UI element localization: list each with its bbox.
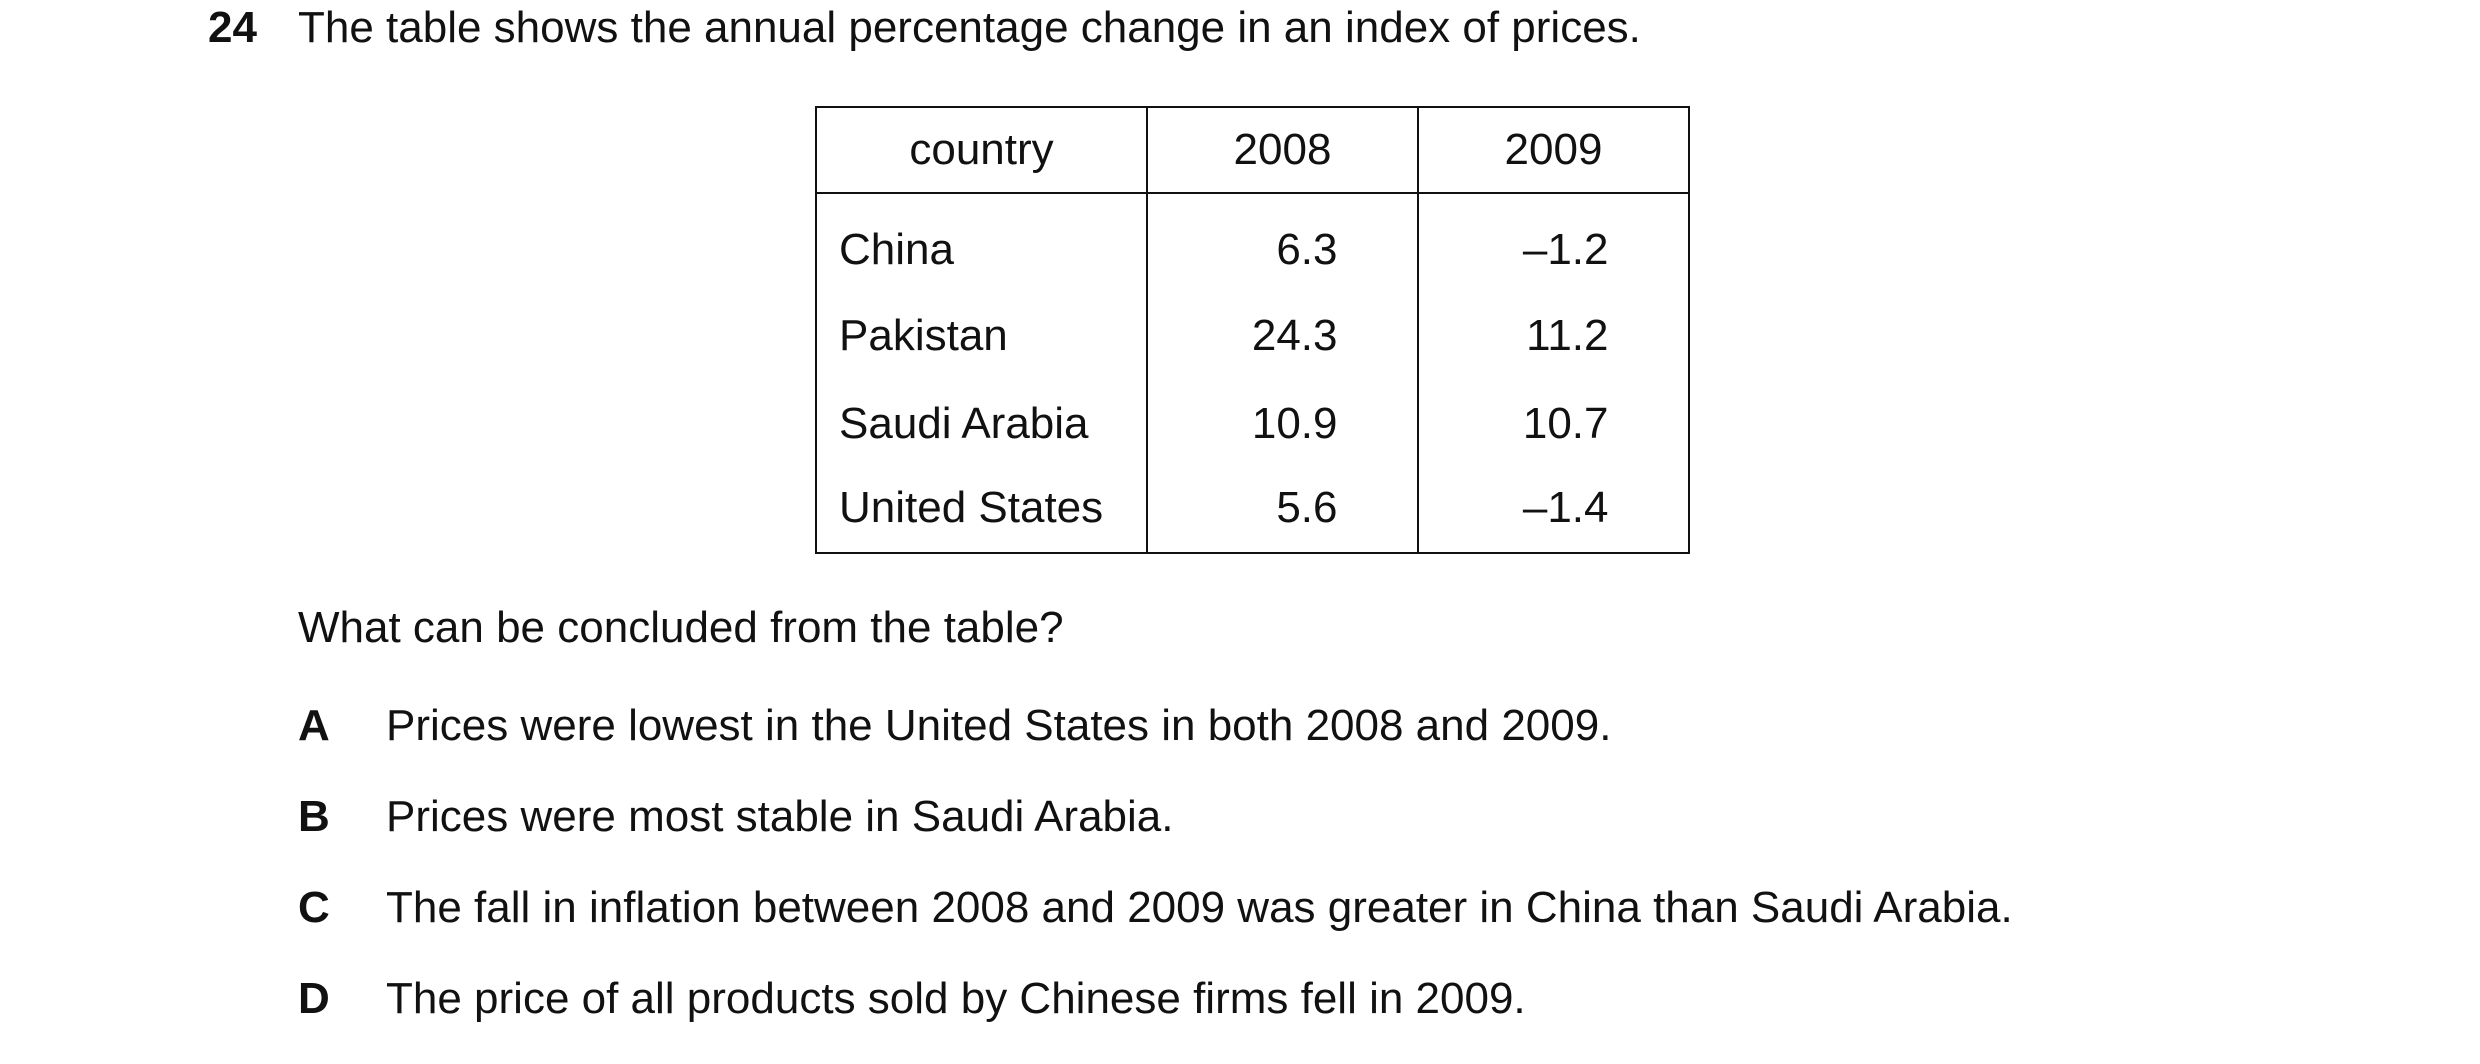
header-country: country [815,106,1148,194]
option-letter: A [298,701,330,750]
option-letter: B [298,792,330,841]
table-row: Pakistan 24.3 11.2 [815,292,1690,380]
answer-options: A Prices were lowest in the United State… [298,700,2013,1064]
table-header-row: country 2008 2009 [815,106,1690,194]
option-text: The fall in inflation between 2008 and 2… [386,883,2013,932]
question-prompt: What can be concluded from the table? [298,603,1064,652]
option-text: The price of all products sold by Chines… [386,974,1526,1023]
cell-2009: 11.2 [1417,292,1690,380]
option-d[interactable]: D The price of all products sold by Chin… [298,973,2013,1064]
table-row: China 6.3 –1.2 [815,193,1690,292]
cell-2009: –1.4 [1417,468,1690,554]
cell-country: United States [815,468,1148,554]
header-2009: 2009 [1417,106,1690,194]
cell-country: Pakistan [815,292,1148,380]
cell-2008: 10.9 [1146,380,1419,468]
cell-2008: 24.3 [1146,292,1419,380]
question-number: 24 [208,3,257,52]
cell-2008: 6.3 [1146,193,1419,292]
cell-2009: –1.2 [1417,193,1690,292]
option-text: Prices were most stable in Saudi Arabia. [386,792,1174,841]
cell-country: China [815,193,1148,292]
option-text: Prices were lowest in the United States … [386,701,1612,750]
table-row: Saudi Arabia 10.9 10.7 [815,380,1690,468]
option-letter: D [298,974,330,1023]
option-a[interactable]: A Prices were lowest in the United State… [298,700,2013,791]
option-letter: C [298,883,330,932]
cell-country: Saudi Arabia [815,380,1148,468]
question-stem: The table shows the annual percentage ch… [298,3,1641,52]
cell-2009: 10.7 [1417,380,1690,468]
option-c[interactable]: C The fall in inflation between 2008 and… [298,882,2013,973]
table-row: United States 5.6 –1.4 [815,468,1690,554]
header-2008: 2008 [1146,106,1419,194]
price-index-table: country 2008 2009 China 6.3 –1.2 Pakista… [815,106,1690,554]
option-b[interactable]: B Prices were most stable in Saudi Arabi… [298,791,2013,882]
cell-2008: 5.6 [1146,468,1419,554]
